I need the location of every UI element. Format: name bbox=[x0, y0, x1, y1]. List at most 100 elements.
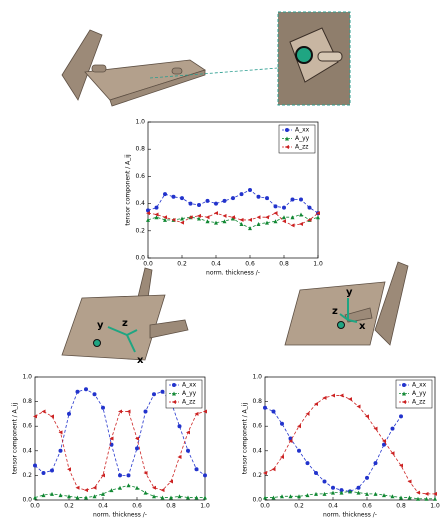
series-line bbox=[265, 395, 435, 493]
fiber-dot bbox=[94, 340, 101, 347]
point bbox=[323, 480, 327, 484]
point bbox=[50, 414, 54, 418]
y-tick-label: 0.2 bbox=[252, 472, 262, 479]
y-tick-label: 0.2 bbox=[22, 472, 32, 479]
legend-label: A_yy bbox=[182, 390, 197, 397]
point bbox=[291, 223, 295, 227]
point bbox=[272, 409, 276, 413]
point bbox=[282, 206, 286, 210]
y-axis-label: tensor component / A_ij bbox=[125, 154, 132, 226]
pin bbox=[172, 68, 182, 74]
point bbox=[67, 467, 71, 471]
point bbox=[425, 492, 429, 496]
point bbox=[274, 211, 278, 215]
point bbox=[297, 424, 301, 428]
point bbox=[299, 198, 303, 202]
y-tick-label: 0.8 bbox=[252, 398, 262, 405]
axis-letter: y bbox=[346, 287, 353, 298]
x-axis-label: norm. thickness /- bbox=[323, 512, 377, 519]
legend-label: A_zz bbox=[182, 399, 195, 406]
y-tick-label: 1.0 bbox=[252, 374, 262, 381]
x-tick-label: 0.2 bbox=[64, 503, 74, 510]
x-tick-label: 0.2 bbox=[294, 503, 304, 510]
x-tick-label: 0.8 bbox=[166, 503, 176, 510]
point bbox=[50, 468, 54, 472]
legend-label: A_zz bbox=[295, 144, 308, 151]
point bbox=[163, 192, 167, 196]
fiber-dot bbox=[338, 322, 345, 329]
point bbox=[178, 424, 182, 428]
point bbox=[248, 226, 252, 230]
point bbox=[195, 412, 199, 416]
x-tick-label: 0.4 bbox=[98, 503, 108, 510]
point bbox=[240, 222, 244, 226]
legend-label: A_yy bbox=[412, 390, 427, 397]
y-tick-label: 0.4 bbox=[135, 200, 145, 207]
point bbox=[203, 496, 207, 500]
point bbox=[357, 486, 361, 490]
y-tick-label: 0.0 bbox=[135, 255, 145, 262]
point bbox=[189, 202, 193, 206]
y-tick-label: 1.0 bbox=[22, 374, 32, 381]
legend-marker bbox=[172, 383, 176, 387]
point bbox=[282, 215, 286, 219]
point bbox=[155, 206, 159, 210]
x-tick-label: 0.4 bbox=[211, 261, 221, 268]
legend-label: A_xx bbox=[182, 382, 197, 389]
inset-pin bbox=[318, 52, 342, 61]
x-tick-label: 1.0 bbox=[200, 503, 210, 510]
point bbox=[146, 218, 150, 222]
y-axis-label: tensor component / A_ij bbox=[242, 403, 249, 475]
point bbox=[257, 215, 261, 219]
point bbox=[127, 409, 131, 413]
point bbox=[206, 215, 210, 219]
point bbox=[223, 199, 227, 203]
point bbox=[33, 464, 37, 468]
fiber-dot bbox=[296, 47, 312, 63]
point bbox=[314, 471, 318, 475]
legend-label: A_xx bbox=[412, 382, 427, 389]
legend-marker bbox=[402, 383, 406, 387]
point bbox=[297, 449, 301, 453]
axis-letter: x bbox=[137, 355, 144, 366]
x-tick-label: 0.0 bbox=[260, 503, 270, 510]
point bbox=[144, 491, 148, 495]
x-axis-label: norm. thickness /- bbox=[93, 512, 147, 519]
point bbox=[195, 467, 199, 471]
point bbox=[240, 218, 244, 222]
point bbox=[408, 480, 412, 484]
series-line bbox=[148, 190, 318, 213]
legend-label: A_xx bbox=[295, 127, 310, 134]
point bbox=[206, 199, 210, 203]
legend-label: A_zz bbox=[412, 399, 425, 406]
point bbox=[348, 397, 352, 401]
axis-letter: y bbox=[97, 320, 104, 331]
point bbox=[118, 409, 122, 413]
point bbox=[59, 449, 63, 453]
point bbox=[306, 461, 310, 465]
point bbox=[399, 414, 403, 418]
point bbox=[161, 390, 165, 394]
point bbox=[42, 471, 46, 475]
y-tick-label: 0.4 bbox=[22, 447, 32, 454]
y-tick-label: 0.0 bbox=[22, 497, 32, 504]
point bbox=[84, 488, 88, 492]
pin bbox=[92, 65, 106, 72]
x-tick-label: 0.6 bbox=[132, 503, 142, 510]
x-tick-label: 1.0 bbox=[430, 503, 440, 510]
y-tick-label: 0.2 bbox=[135, 227, 145, 234]
point bbox=[59, 430, 63, 434]
point bbox=[161, 488, 165, 492]
y-tick-label: 0.6 bbox=[252, 423, 262, 430]
point bbox=[214, 202, 218, 206]
y-tick-label: 0.8 bbox=[135, 146, 145, 153]
point bbox=[416, 491, 420, 495]
point bbox=[67, 412, 71, 416]
legend-label: A_yy bbox=[295, 135, 310, 142]
point bbox=[118, 473, 122, 477]
point bbox=[214, 211, 218, 215]
point bbox=[93, 486, 97, 490]
x-tick-label: 0.8 bbox=[279, 261, 289, 268]
point bbox=[101, 406, 105, 410]
legend-marker bbox=[285, 128, 289, 132]
